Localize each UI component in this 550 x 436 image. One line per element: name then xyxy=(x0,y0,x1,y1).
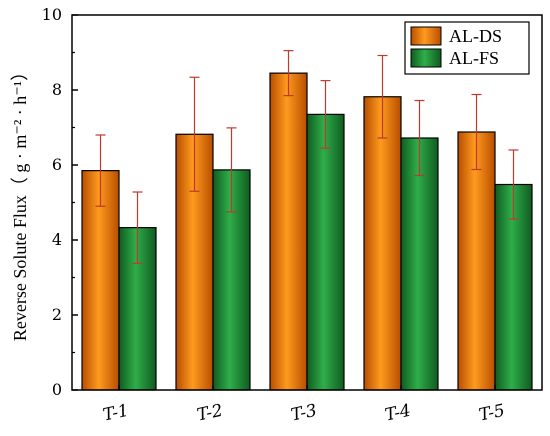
bar-al-ds-t-4 xyxy=(363,96,402,391)
y-tick-label-8: 8 xyxy=(52,80,62,99)
y-tick-label-0: 0 xyxy=(52,380,62,399)
bar-al-fs-t-2 xyxy=(212,169,251,391)
error-bar-al-fs-t-2 xyxy=(226,127,237,213)
y-tick-label-10: 10 xyxy=(42,5,62,24)
error-bar-al-fs-t-3 xyxy=(320,80,331,149)
error-bar-al-fs-t-4 xyxy=(414,99,425,177)
x-tick-label-t-1: T-1 xyxy=(101,401,130,426)
error-bar-al-fs-t-5 xyxy=(508,149,519,220)
error-bars-layer xyxy=(95,50,519,264)
y-tick-label-2: 2 xyxy=(52,305,62,324)
y-tick-label-4: 4 xyxy=(52,230,62,249)
error-bar-al-ds-t-4 xyxy=(377,54,388,139)
error-bar-al-ds-t-3 xyxy=(283,50,294,97)
x-tick-label-t-2: T-2 xyxy=(195,401,224,426)
bar-al-fs-t-3 xyxy=(306,113,345,391)
bar-al-ds-t-3 xyxy=(269,72,308,391)
error-bar-al-fs-t-1 xyxy=(132,191,143,264)
legend-label-al-ds: AL-DS xyxy=(449,26,502,46)
error-bar-al-ds-t-1 xyxy=(95,134,106,207)
error-bar-al-ds-t-2 xyxy=(189,76,200,192)
bar-al-ds-t-5 xyxy=(457,131,496,391)
legend-swatch-al-fs xyxy=(410,48,442,68)
x-tick-label-t-4: T-4 xyxy=(383,401,412,426)
bars-layer xyxy=(81,72,533,391)
x-tick-label-t-5: T-5 xyxy=(477,401,506,426)
legend-label-al-fs: AL-FS xyxy=(449,48,499,68)
error-bar-al-ds-t-5 xyxy=(471,93,482,171)
y-tick-label-6: 6 xyxy=(52,155,62,174)
bar-al-ds-t-1 xyxy=(81,170,120,391)
y-axis-title: Reverse Solute Flux（ g · m⁻² · h⁻¹） xyxy=(10,63,30,341)
legend-swatch-al-ds xyxy=(410,26,442,46)
x-tick-label-t-3: T-3 xyxy=(289,401,318,426)
